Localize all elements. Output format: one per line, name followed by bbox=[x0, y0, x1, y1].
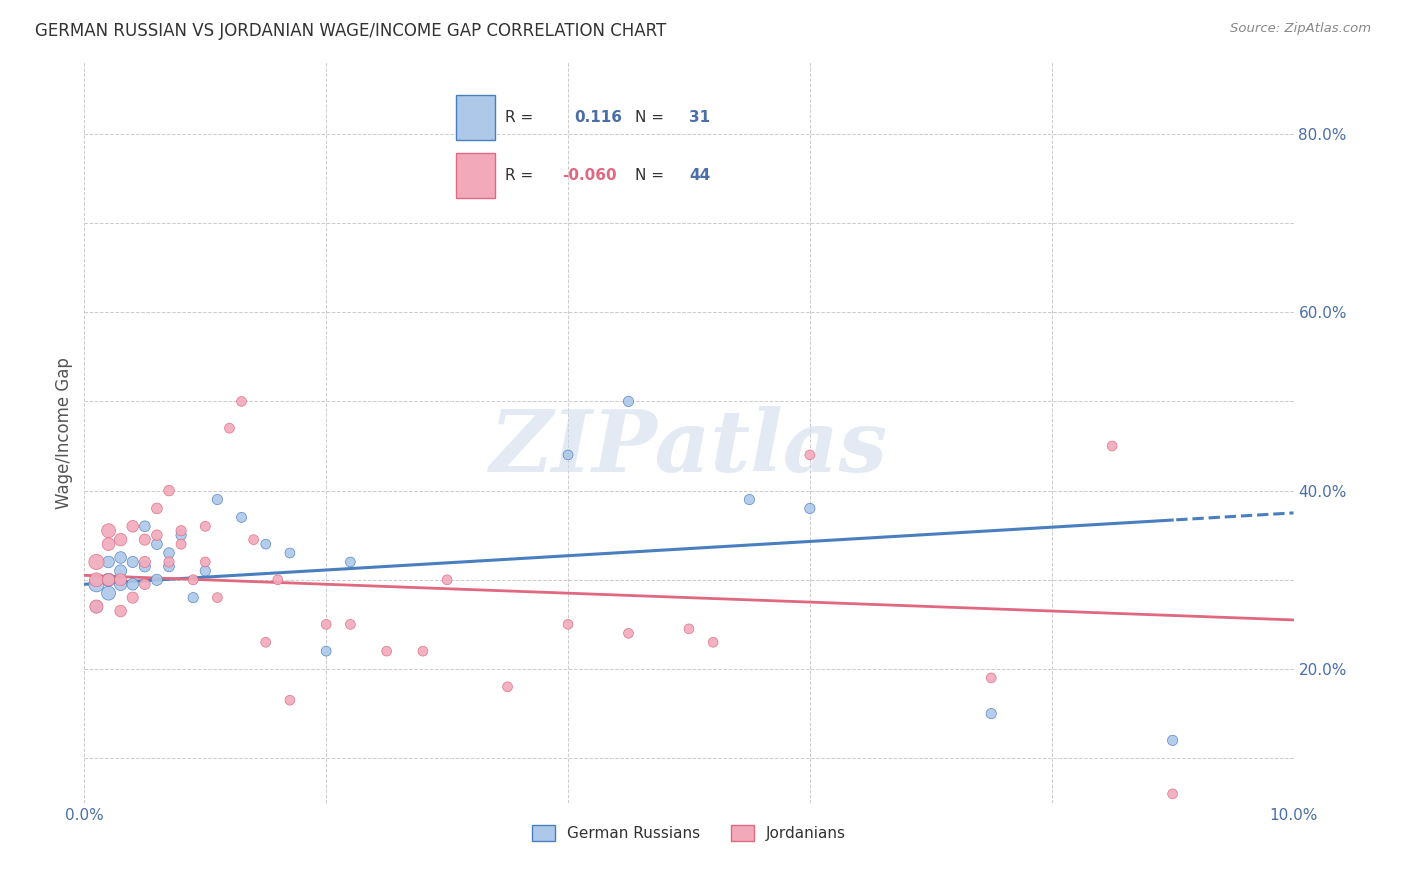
Point bbox=[181, 591, 204, 605]
Point bbox=[980, 671, 1002, 685]
Point bbox=[146, 573, 169, 587]
Text: ZIPatlas: ZIPatlas bbox=[489, 406, 889, 489]
Point bbox=[97, 524, 120, 538]
Point bbox=[412, 644, 434, 658]
Point bbox=[86, 599, 108, 614]
Point bbox=[157, 555, 180, 569]
Point bbox=[134, 555, 156, 569]
Point bbox=[194, 519, 217, 533]
Point bbox=[86, 599, 108, 614]
Legend: German Russians, Jordanians: German Russians, Jordanians bbox=[526, 819, 852, 847]
Point bbox=[157, 559, 180, 574]
Point bbox=[194, 555, 217, 569]
Point bbox=[146, 501, 169, 516]
Point bbox=[110, 604, 132, 618]
Point bbox=[110, 573, 132, 587]
Point bbox=[315, 644, 337, 658]
Point bbox=[702, 635, 724, 649]
Point bbox=[134, 533, 156, 547]
Point bbox=[278, 546, 301, 560]
Text: GERMAN RUSSIAN VS JORDANIAN WAGE/INCOME GAP CORRELATION CHART: GERMAN RUSSIAN VS JORDANIAN WAGE/INCOME … bbox=[35, 22, 666, 40]
Point bbox=[1101, 439, 1123, 453]
Point bbox=[121, 555, 143, 569]
Point bbox=[121, 519, 143, 533]
Point bbox=[799, 448, 821, 462]
Point bbox=[97, 573, 120, 587]
Point bbox=[170, 528, 193, 542]
Point bbox=[207, 492, 229, 507]
Text: Source: ZipAtlas.com: Source: ZipAtlas.com bbox=[1230, 22, 1371, 36]
Point bbox=[97, 537, 120, 551]
Point bbox=[254, 537, 277, 551]
Point bbox=[121, 591, 143, 605]
Point bbox=[254, 635, 277, 649]
Point bbox=[86, 573, 108, 587]
Point bbox=[97, 586, 120, 600]
Point bbox=[557, 448, 579, 462]
Point bbox=[339, 617, 361, 632]
Point bbox=[157, 546, 180, 560]
Point bbox=[339, 555, 361, 569]
Point bbox=[110, 564, 132, 578]
Point bbox=[231, 394, 253, 409]
Point bbox=[980, 706, 1002, 721]
Point bbox=[496, 680, 519, 694]
Point bbox=[315, 617, 337, 632]
Point bbox=[738, 492, 761, 507]
Point bbox=[278, 693, 301, 707]
Point bbox=[617, 626, 640, 640]
Point bbox=[134, 519, 156, 533]
Point bbox=[97, 555, 120, 569]
Point bbox=[146, 528, 169, 542]
Point bbox=[799, 501, 821, 516]
Y-axis label: Wage/Income Gap: Wage/Income Gap bbox=[55, 357, 73, 508]
Point bbox=[242, 533, 264, 547]
Point bbox=[678, 622, 700, 636]
Point bbox=[134, 577, 156, 591]
Point bbox=[1161, 787, 1184, 801]
Point bbox=[86, 577, 108, 591]
Point bbox=[207, 591, 229, 605]
Point bbox=[557, 617, 579, 632]
Point bbox=[97, 573, 120, 587]
Point bbox=[375, 644, 398, 658]
Point bbox=[110, 550, 132, 565]
Point bbox=[1161, 733, 1184, 747]
Point bbox=[231, 510, 253, 524]
Point bbox=[134, 559, 156, 574]
Point bbox=[617, 394, 640, 409]
Point bbox=[121, 577, 143, 591]
Point bbox=[181, 573, 204, 587]
Point bbox=[218, 421, 240, 435]
Point bbox=[146, 537, 169, 551]
Point bbox=[267, 573, 290, 587]
Point bbox=[194, 564, 217, 578]
Point bbox=[110, 577, 132, 591]
Point bbox=[110, 533, 132, 547]
Point bbox=[170, 537, 193, 551]
Point bbox=[170, 524, 193, 538]
Point bbox=[157, 483, 180, 498]
Point bbox=[86, 555, 108, 569]
Point bbox=[436, 573, 458, 587]
